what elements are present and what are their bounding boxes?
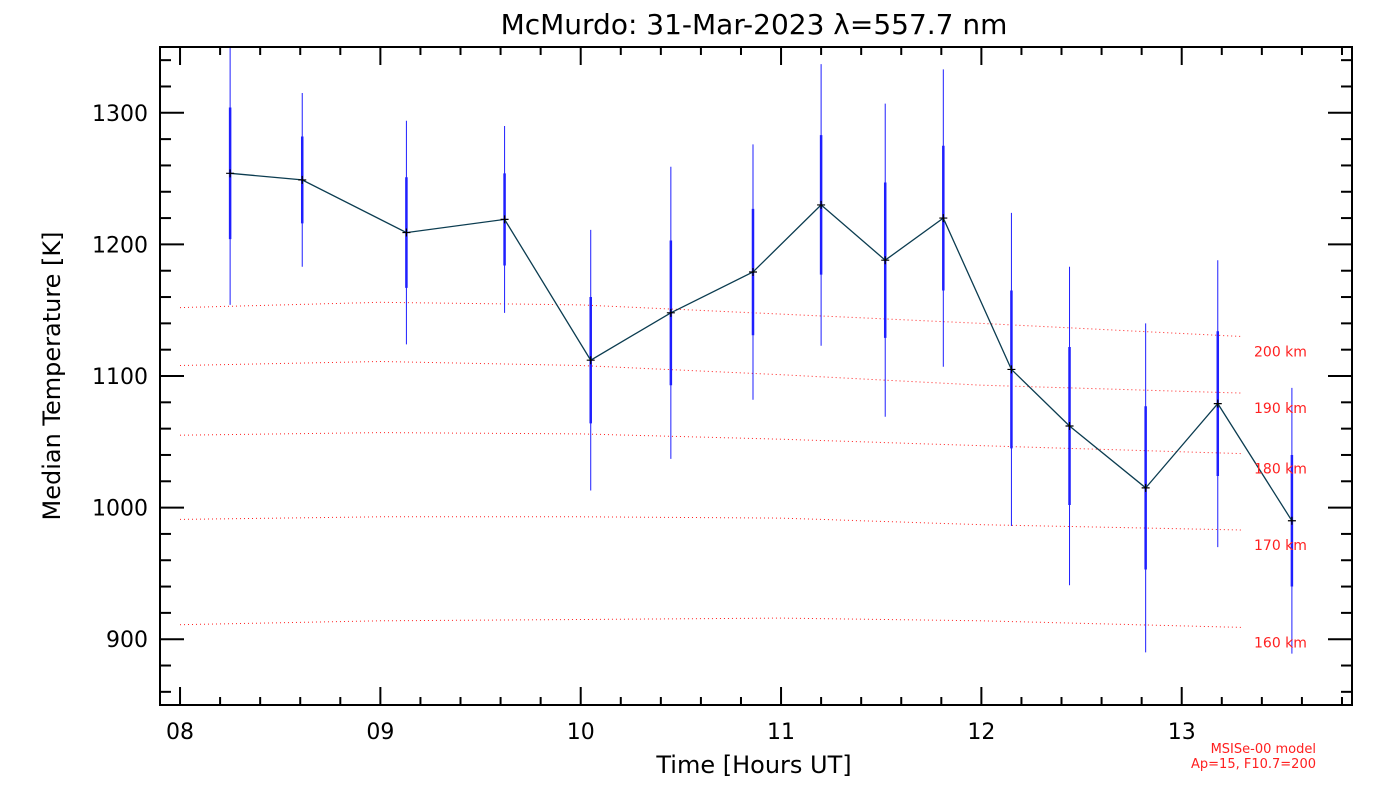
y-tick-label: 900 [106, 628, 148, 653]
data-point [748, 268, 757, 277]
chart-title: McMurdo: 31-Mar-2023 λ=557.7 nm [501, 8, 1008, 41]
data-point [817, 200, 826, 209]
data-point [1287, 516, 1296, 525]
data-point [402, 228, 411, 237]
y-axis-title: Median Temperature [K] [38, 231, 66, 520]
x-tick-label: 11 [767, 720, 795, 745]
reference-curve [179, 617, 1242, 628]
plot-frame [159, 46, 1353, 706]
reference-curves [179, 301, 1242, 628]
data-point [226, 169, 235, 178]
x-tick-label: 09 [366, 720, 394, 745]
data-point [1141, 483, 1150, 492]
reference-curve-label: 200 km [1254, 345, 1307, 361]
data-point [500, 215, 509, 224]
reference-labels: 200 km 190 km 180 km 170 km 160 km [1254, 345, 1307, 652]
data-point [586, 356, 595, 365]
y-tick-label: 1000 [92, 497, 148, 522]
reference-curve-label: 170 km [1254, 538, 1307, 554]
x-tick-label: 13 [1168, 720, 1196, 745]
reference-curve-label: 180 km [1254, 462, 1307, 478]
x-axis-title: Time [Hours UT] [655, 751, 851, 779]
axes [159, 46, 1353, 706]
model-note: Ap=15, F10.7=200 [1191, 757, 1316, 772]
data-point [1213, 399, 1222, 408]
reference-curve [179, 516, 1242, 531]
data-point [1065, 422, 1074, 431]
series-line [230, 172, 1293, 522]
x-tick-label: 12 [967, 720, 995, 745]
tick-labels: 08 09 10 11 12 13 900 1000 1100 1200 1300 [92, 102, 1196, 745]
model-note: MSISe-00 model [1211, 742, 1316, 757]
reference-curve-label: 160 km [1254, 635, 1307, 651]
data-point [666, 308, 675, 317]
reference-curve-label: 190 km [1254, 401, 1307, 417]
y-tick-label: 1100 [92, 365, 148, 390]
data-point [298, 175, 307, 184]
x-tick-label: 08 [166, 720, 194, 745]
error-bars [228, 47, 1294, 654]
data-point [881, 256, 890, 265]
reference-curve [179, 301, 1242, 337]
reference-curve [179, 432, 1242, 455]
data-point [939, 214, 948, 223]
y-tick-label: 1300 [92, 102, 148, 127]
data-series [226, 169, 1296, 525]
y-tick-label: 1200 [92, 233, 148, 258]
reference-curve [179, 360, 1242, 394]
x-tick-label: 10 [567, 720, 595, 745]
data-point [1007, 365, 1016, 374]
